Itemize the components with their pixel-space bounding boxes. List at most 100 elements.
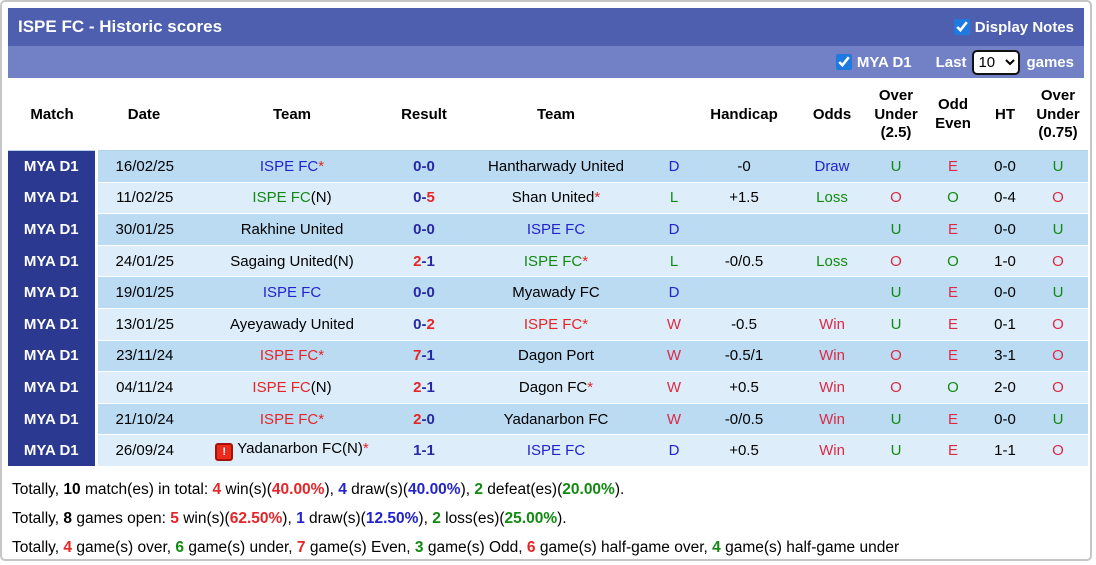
home-team-tag: (N) bbox=[310, 378, 332, 396]
away-score: 5 bbox=[426, 189, 435, 207]
totals-segment: game(s) Odd, bbox=[423, 538, 527, 556]
handicap-cell bbox=[692, 276, 796, 309]
away-score: 0 bbox=[426, 157, 435, 175]
away-team-name: Dagon Port bbox=[518, 347, 594, 365]
home-score: 0 bbox=[413, 189, 422, 207]
over-under-075-cell: U bbox=[1028, 213, 1088, 246]
home-team-cell: ISPE FC* bbox=[192, 150, 392, 183]
match-table-header: Match Date Team Result Team Handicap Odd… bbox=[8, 80, 1088, 151]
home-score: 2 bbox=[413, 252, 422, 270]
home-score: 0 bbox=[413, 220, 422, 238]
odd-even-cell: E bbox=[924, 308, 982, 341]
table-row: MYA D1 16/02/25 ISPE FC* 0-0 Hantharwady… bbox=[8, 150, 1088, 183]
away-team-cell: Yadanarbon FC bbox=[456, 403, 656, 436]
ht-cell: 0-0 bbox=[982, 403, 1028, 436]
home-score: 2 bbox=[413, 378, 422, 396]
home-team-star: * bbox=[318, 347, 325, 365]
col-header-home-team: Team bbox=[192, 80, 392, 151]
games-count-select[interactable]: 10 bbox=[972, 49, 1021, 75]
league-badge: MYA D1 bbox=[8, 213, 98, 246]
totals-segment: 20.00% bbox=[562, 480, 615, 498]
away-team-cell: Dagon Port bbox=[456, 340, 656, 373]
away-team-cell: ISPE FC bbox=[456, 434, 656, 467]
odd-even-cell: E bbox=[924, 403, 982, 436]
result-cell: 0-0 bbox=[392, 150, 456, 183]
totals-segment: ), bbox=[324, 480, 339, 498]
totals-segment: ), bbox=[460, 480, 475, 498]
display-notes-toggle[interactable]: Display Notes bbox=[953, 19, 1074, 36]
odds-cell: Loss bbox=[796, 182, 868, 215]
odds-cell bbox=[796, 276, 868, 309]
league-filter-checkbox[interactable] bbox=[835, 54, 852, 70]
wdl-cell: D bbox=[656, 276, 692, 309]
last-label: Last bbox=[935, 53, 967, 71]
handicap-cell: +0.5 bbox=[692, 434, 796, 467]
match-date: 19/01/25 bbox=[96, 276, 192, 309]
totals-segment: 12.50% bbox=[365, 509, 419, 527]
away-score: 1 bbox=[426, 252, 435, 270]
ht-cell: 0-1 bbox=[982, 308, 1028, 341]
col-header-handicap: Handicap bbox=[692, 80, 796, 151]
home-team-name: Sagaing United(N) bbox=[230, 252, 354, 270]
totals-segment: 4 bbox=[338, 480, 347, 498]
home-team-name: ISPE FC bbox=[252, 189, 311, 207]
home-score: 7 bbox=[413, 347, 422, 365]
handicap-cell bbox=[692, 213, 796, 246]
totals-segment: Totally, bbox=[12, 538, 64, 556]
ht-cell: 0-0 bbox=[982, 276, 1028, 309]
totals-segment: loss(es)( bbox=[440, 509, 505, 527]
odds-cell: Win bbox=[796, 340, 868, 373]
totals-section: Totally, 10 match(es) in total: 4 win(s)… bbox=[8, 467, 1084, 559]
totals-segment: 8 bbox=[63, 509, 73, 527]
match-date: 04/11/24 bbox=[96, 371, 192, 404]
odd-even-cell: E bbox=[924, 276, 982, 309]
away-team-name: ISPE FC bbox=[523, 252, 583, 270]
totals-segment: Totally, bbox=[12, 509, 64, 527]
wdl-cell: L bbox=[656, 182, 692, 215]
odd-even-cell: E bbox=[924, 434, 982, 467]
away-team-cell: ISPE FC* bbox=[456, 245, 656, 278]
totals-segment: game(s) half-game over, bbox=[535, 538, 713, 556]
totals-line-open: Totally, 8 games open: 5 win(s)(62.50%),… bbox=[12, 504, 1080, 533]
odds-cell: Win bbox=[796, 403, 868, 436]
away-team-name: ISPE FC bbox=[523, 315, 583, 333]
col-header-match: Match bbox=[8, 80, 96, 151]
display-notes-checkbox[interactable] bbox=[953, 19, 970, 35]
odds-cell: Win bbox=[796, 308, 868, 341]
handicap-cell: +1.5 bbox=[692, 182, 796, 215]
col-header-wdl bbox=[656, 80, 692, 151]
totals-segment: 4 bbox=[712, 538, 721, 556]
result-cell: 1-1 bbox=[392, 434, 456, 467]
odds-cell: Loss bbox=[796, 245, 868, 278]
away-score: 1 bbox=[426, 442, 435, 460]
away-team-star: * bbox=[582, 252, 589, 270]
match-date: 24/01/25 bbox=[96, 245, 192, 278]
odd-even-cell: E bbox=[924, 340, 982, 373]
home-score: 2 bbox=[413, 410, 422, 428]
away-score: 2 bbox=[426, 315, 435, 333]
home-team-name: ISPE FC bbox=[259, 157, 319, 175]
ht-cell: 2-0 bbox=[982, 371, 1028, 404]
odd-even-cell: O bbox=[924, 371, 982, 404]
col-header-away-team: Team bbox=[456, 80, 656, 151]
result-cell: 0-0 bbox=[392, 276, 456, 309]
home-team-cell: ! Yadanarbon FC(N)* bbox=[192, 434, 392, 467]
totals-segment: ). bbox=[557, 509, 567, 527]
over-under-25-cell: U bbox=[868, 403, 924, 436]
score-dash: - bbox=[421, 410, 427, 428]
note-icon[interactable]: ! bbox=[215, 443, 234, 462]
home-team-cell: ISPE FC bbox=[192, 276, 392, 309]
away-score: 0 bbox=[426, 410, 435, 428]
odd-even-cell: E bbox=[924, 150, 982, 183]
totals-segment: win(s)( bbox=[221, 480, 272, 498]
handicap-cell: -0/0.5 bbox=[692, 403, 796, 436]
totals-segment: 40.00% bbox=[408, 480, 461, 498]
wdl-cell: W bbox=[656, 403, 692, 436]
league-badge: MYA D1 bbox=[8, 150, 98, 183]
away-team-cell: ISPE FC* bbox=[456, 308, 656, 341]
home-team-star: * bbox=[318, 157, 325, 175]
totals-segment: 4 bbox=[212, 480, 222, 498]
odds-cell: Win bbox=[796, 371, 868, 404]
result-cell: 0-0 bbox=[392, 213, 456, 246]
away-team-cell: Dagon FC* bbox=[456, 371, 656, 404]
